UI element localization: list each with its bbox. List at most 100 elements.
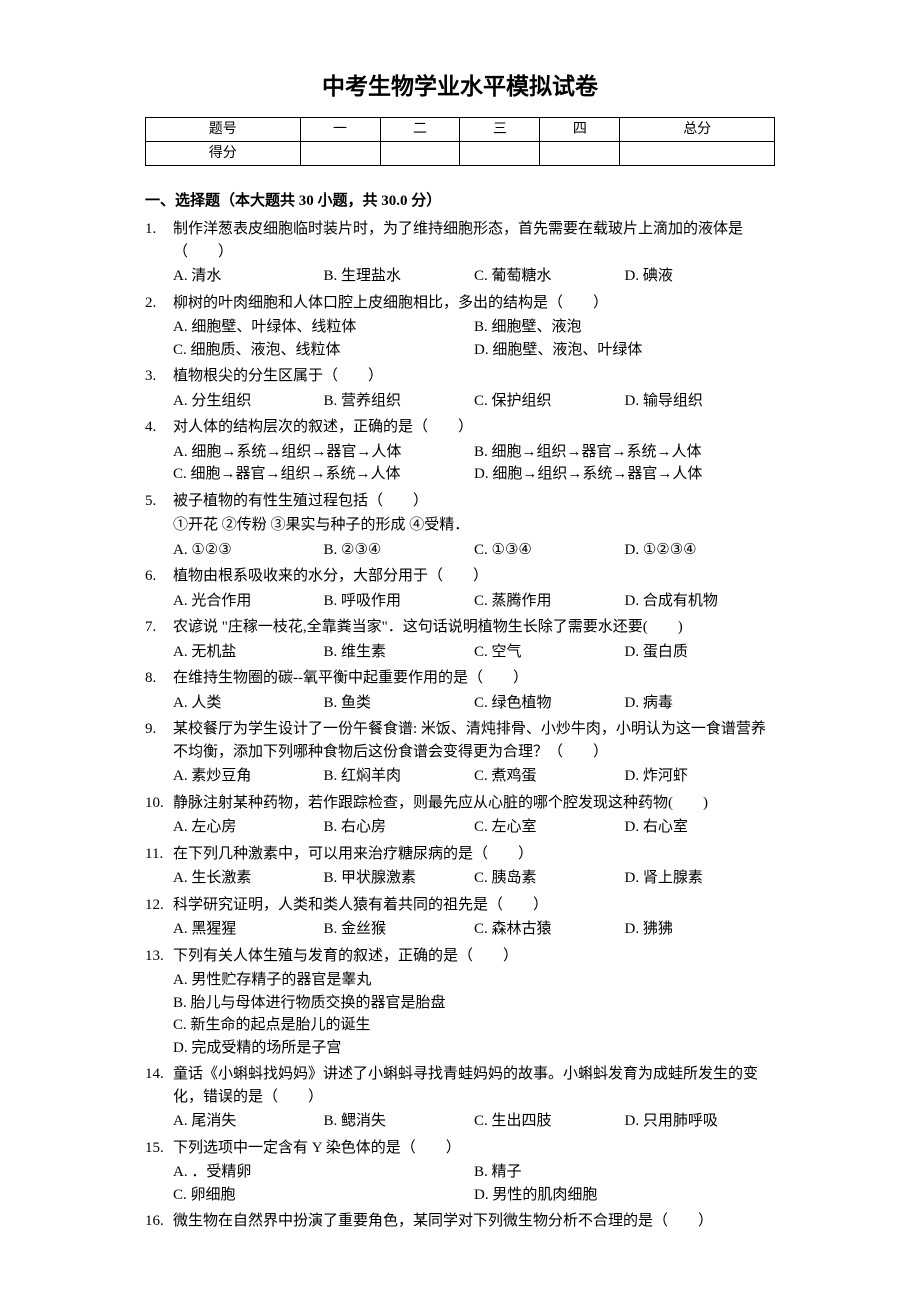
- question-stem: 被子植物的有性生殖过程包括（ ）: [173, 490, 775, 513]
- options: A. 无机盐B. 维生素C. 空气D. 蛋白质: [173, 641, 775, 664]
- option: A. 无机盐: [173, 641, 324, 664]
- option: C. 葡萄糖水: [474, 265, 625, 288]
- option: C. 细胞→器官→组织→系统→人体: [173, 463, 474, 486]
- options: A. ①②③B. ②③④C. ①③④D. ①②③④: [173, 539, 775, 562]
- option: D. 碘液: [625, 265, 776, 288]
- question-body: 植物由根系吸收来的水分，大部分用于（ ）A. 光合作用B. 呼吸作用C. 蒸腾作…: [173, 565, 775, 612]
- question: 8.在维持生物圈的碳--氧平衡中起重要作用的是（ ）A. 人类B. 鱼类C. 绿…: [145, 667, 775, 714]
- table-row: 得分: [146, 141, 775, 165]
- option: B. 红焖羊肉: [324, 765, 475, 788]
- question-number: 11.: [145, 843, 173, 890]
- options: A. 细胞壁、叶绿体、线粒体B. 细胞壁、液泡C. 细胞质、液泡、线粒体D. 细…: [173, 316, 775, 361]
- option: B. 营养组织: [324, 390, 475, 413]
- question-stem: 下列选项中一定含有 Y 染色体的是（ ）: [173, 1137, 775, 1160]
- question: 16.微生物在自然界中扮演了重要角色，某同学对下列微生物分析不合理的是（ ）: [145, 1210, 775, 1235]
- option: C. 绿色植物: [474, 692, 625, 715]
- page-title: 中考生物学业水平模拟试卷: [145, 70, 775, 105]
- question: 10.静脉注射某种药物，若作跟踪检查，则最先应从心脏的哪个腔发现这种药物( )A…: [145, 792, 775, 839]
- question-body: 农谚说 "庄稼一枝花,全靠粪当家"．这句话说明植物生长除了需要水还要( )A. …: [173, 616, 775, 663]
- option: D. 合成有机物: [625, 590, 776, 613]
- option: C. 保护组织: [474, 390, 625, 413]
- option: C. 卵细胞: [173, 1184, 474, 1207]
- question: 4.对人体的结构层次的叙述，正确的是（ ）A. 细胞→系统→组织→器官→人体B.…: [145, 416, 775, 486]
- question: 6.植物由根系吸收来的水分，大部分用于（ ）A. 光合作用B. 呼吸作用C. 蒸…: [145, 565, 775, 612]
- question-stem: 在下列几种激素中，可以用来治疗糖尿病的是（ ）: [173, 843, 775, 866]
- score-table: 题号 一 二 三 四 总分 得分: [145, 117, 775, 166]
- option: B. 生理盐水: [324, 265, 475, 288]
- question: 15.下列选项中一定含有 Y 染色体的是（ ）A. ．受精卵B. 精子C. 卵细…: [145, 1137, 775, 1207]
- question-body: 对人体的结构层次的叙述，正确的是（ ）A. 细胞→系统→组织→器官→人体B. 细…: [173, 416, 775, 486]
- question-stem: 植物根尖的分生区属于（ ）: [173, 365, 775, 388]
- questions-container: 1.制作洋葱表皮细胞临时装片时，为了维持细胞形态，首先需要在载玻片上滴加的液体是…: [145, 218, 775, 1235]
- question-stem: 下列有关人体生殖与发育的叙述，正确的是（ ）: [173, 945, 775, 968]
- option: D. 男性的肌肉细胞: [474, 1184, 775, 1207]
- question: 9.某校餐厅为学生设计了一份午餐食谱: 米饭、清炖排骨、小炒牛肉，小明认为这一食…: [145, 718, 775, 788]
- options: A. 男性贮存精子的器官是睾丸B. 胎儿与母体进行物质交换的器官是胎盘C. 新生…: [173, 969, 775, 1059]
- option: C. 左心室: [474, 816, 625, 839]
- question-number: 16.: [145, 1210, 173, 1235]
- question-number: 7.: [145, 616, 173, 663]
- options: A. 生长激素B. 甲状腺激素C. 胰岛素D. 肾上腺素: [173, 867, 775, 890]
- option: B. 鳃消失: [324, 1110, 475, 1133]
- option: B. 细胞→组织→器官→系统→人体: [474, 441, 775, 464]
- option: B. 胎儿与母体进行物质交换的器官是胎盘: [173, 992, 775, 1015]
- question-body: 微生物在自然界中扮演了重要角色，某同学对下列微生物分析不合理的是（ ）: [173, 1210, 775, 1235]
- section-header: 一、选择题（本大题共 30 小题，共 30.0 分）: [145, 190, 775, 213]
- options: A. 左心房B. 右心房C. 左心室D. 右心室: [173, 816, 775, 839]
- options: A. ．受精卵B. 精子C. 卵细胞D. 男性的肌肉细胞: [173, 1161, 775, 1206]
- question-number: 2.: [145, 292, 173, 362]
- question-stem: 对人体的结构层次的叙述，正确的是（ ）: [173, 416, 775, 439]
- option: B. 金丝猴: [324, 918, 475, 941]
- question-body: 制作洋葱表皮细胞临时装片时，为了维持细胞形态，首先需要在载玻片上滴加的液体是（ …: [173, 218, 775, 288]
- option: A. ①②③: [173, 539, 324, 562]
- option: D. 只用肺呼吸: [625, 1110, 776, 1133]
- option: D. 炸河虾: [625, 765, 776, 788]
- table-cell: 题号: [146, 117, 301, 141]
- option: A. 人类: [173, 692, 324, 715]
- question: 1.制作洋葱表皮细胞临时装片时，为了维持细胞形态，首先需要在载玻片上滴加的液体是…: [145, 218, 775, 288]
- option: D. 输导组织: [625, 390, 776, 413]
- table-row: 题号 一 二 三 四 总分: [146, 117, 775, 141]
- question: 14.童话《小蝌蚪找妈妈》讲述了小蝌蚪寻找青蛙妈妈的故事。小蝌蚪发育为成蛙所发生…: [145, 1063, 775, 1133]
- question-body: 童话《小蝌蚪找妈妈》讲述了小蝌蚪寻找青蛙妈妈的故事。小蝌蚪发育为成蛙所发生的变化…: [173, 1063, 775, 1133]
- option: C. 胰岛素: [474, 867, 625, 890]
- option: B. 鱼类: [324, 692, 475, 715]
- table-cell: 总分: [620, 117, 775, 141]
- option: B. 维生素: [324, 641, 475, 664]
- options: A. 尾消失B. 鳃消失C. 生出四肢D. 只用肺呼吸: [173, 1110, 775, 1133]
- option: B. 细胞壁、液泡: [474, 316, 775, 339]
- question: 11.在下列几种激素中，可以用来治疗糖尿病的是（ ）A. 生长激素B. 甲状腺激…: [145, 843, 775, 890]
- option: D. 蛋白质: [625, 641, 776, 664]
- question-stem: 柳树的叶肉细胞和人体口腔上皮细胞相比，多出的结构是（ ）: [173, 292, 775, 315]
- question-number: 3.: [145, 365, 173, 412]
- option: D. 右心室: [625, 816, 776, 839]
- option: D. 病毒: [625, 692, 776, 715]
- question-stem: 静脉注射某种药物，若作跟踪检查，则最先应从心脏的哪个腔发现这种药物( ): [173, 792, 775, 815]
- question-number: 8.: [145, 667, 173, 714]
- table-cell: 二: [380, 117, 460, 141]
- question-body: 下列有关人体生殖与发育的叙述，正确的是（ ）A. 男性贮存精子的器官是睾丸B. …: [173, 945, 775, 1060]
- question: 7.农谚说 "庄稼一枝花,全靠粪当家"．这句话说明植物生长除了需要水还要( )A…: [145, 616, 775, 663]
- option: D. 细胞壁、液泡、叶绿体: [474, 339, 775, 362]
- options: A. 清水B. 生理盐水C. 葡萄糖水D. 碘液: [173, 265, 775, 288]
- question-body: 静脉注射某种药物，若作跟踪检查，则最先应从心脏的哪个腔发现这种药物( )A. 左…: [173, 792, 775, 839]
- option: A. 黑猩猩: [173, 918, 324, 941]
- question-body: 科学研究证明，人类和类人猿有着共同的祖先是（ ）A. 黑猩猩B. 金丝猴C. 森…: [173, 894, 775, 941]
- option: C. 新生命的起点是胎儿的诞生: [173, 1014, 775, 1037]
- question: 5.被子植物的有性生殖过程包括（ ）①开花 ②传粉 ③果实与种子的形成 ④受精．…: [145, 490, 775, 562]
- question-number: 9.: [145, 718, 173, 788]
- option: C. 蒸腾作用: [474, 590, 625, 613]
- option: A. 光合作用: [173, 590, 324, 613]
- question-number: 4.: [145, 416, 173, 486]
- options: A. 光合作用B. 呼吸作用C. 蒸腾作用D. 合成有机物: [173, 590, 775, 613]
- question-body: 柳树的叶肉细胞和人体口腔上皮细胞相比，多出的结构是（ ）A. 细胞壁、叶绿体、线…: [173, 292, 775, 362]
- option: C. 森林古猿: [474, 918, 625, 941]
- option: C. 生出四肢: [474, 1110, 625, 1133]
- question: 3.植物根尖的分生区属于（ ）A. 分生组织B. 营养组织C. 保护组织D. 输…: [145, 365, 775, 412]
- option: B. 甲状腺激素: [324, 867, 475, 890]
- question-stem: 农谚说 "庄稼一枝花,全靠粪当家"．这句话说明植物生长除了需要水还要( ): [173, 616, 775, 639]
- option: A. 分生组织: [173, 390, 324, 413]
- table-cell: 三: [460, 117, 540, 141]
- question-body: 在下列几种激素中，可以用来治疗糖尿病的是（ ）A. 生长激素B. 甲状腺激素C.…: [173, 843, 775, 890]
- table-cell: [540, 141, 620, 165]
